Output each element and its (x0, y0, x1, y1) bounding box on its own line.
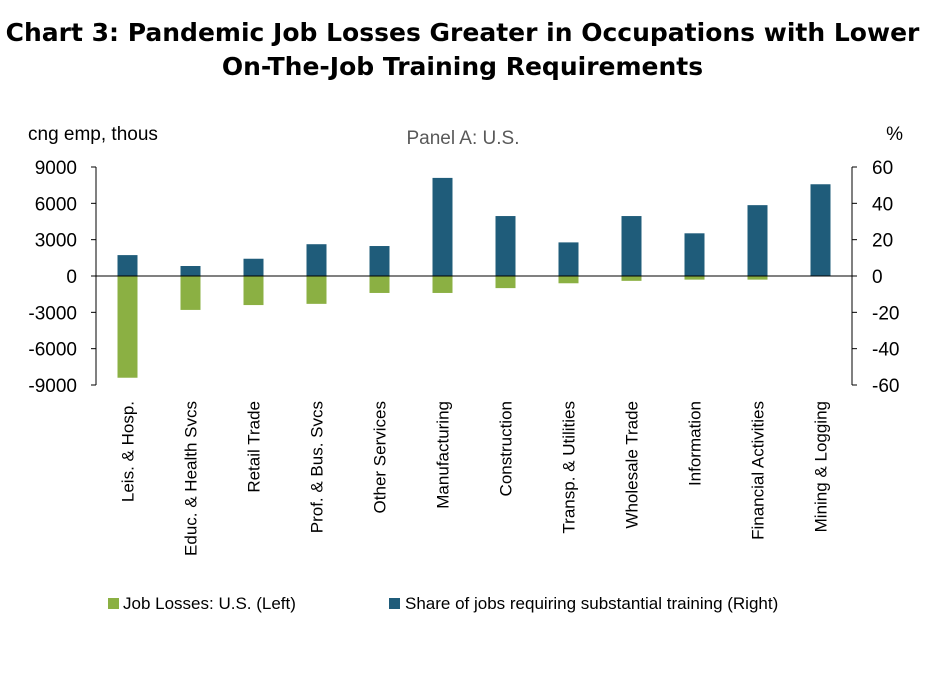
bar-job-losses (684, 276, 705, 280)
right-tick-label: 60 (872, 158, 893, 179)
bar-job-losses (243, 276, 264, 306)
category-label: Other Services (371, 401, 390, 513)
right-tick-label: 0 (872, 267, 883, 288)
bar-job-losses (558, 276, 579, 284)
category-label: Leis. & Hosp. (119, 401, 138, 502)
bar-training-share (558, 242, 579, 276)
category-label: Wholesale Trade (623, 401, 642, 529)
legend-swatch-job-losses (108, 598, 119, 609)
legend-label-job-losses: Job Losses: U.S. (Left) (123, 594, 296, 613)
left-axis-label: cng emp, thous (28, 124, 158, 145)
right-tick-label: -60 (872, 376, 899, 397)
right-tick-label: 40 (872, 194, 893, 215)
bar-training-share (747, 205, 768, 276)
left-tick-label: 6000 (35, 194, 77, 215)
category-label: Mining & Logging (812, 401, 831, 532)
right-tick-label: 20 (872, 231, 893, 252)
bar-training-share (369, 246, 390, 276)
category-label: Manufacturing (434, 401, 453, 509)
bar-job-losses (180, 276, 201, 310)
left-tick-label: -9000 (28, 376, 77, 397)
category-label: Financial Activities (749, 401, 768, 540)
bar-training-share (495, 216, 516, 276)
legend-swatch-training-share (389, 598, 400, 609)
left-tick-label: 9000 (35, 158, 77, 179)
bar-training-share (432, 177, 453, 276)
category-label: Retail Trade (245, 401, 264, 493)
bar-job-losses (117, 276, 138, 378)
category-label: Educ. & Health Svcs (182, 401, 201, 556)
bar-training-share (243, 258, 264, 276)
legend-label-training-share: Share of jobs requiring substantial trai… (405, 594, 778, 613)
category-label: Information (686, 401, 705, 486)
chart-title-line-2: On-The-Job Training Requirements (221, 52, 704, 81)
right-tick-label: -40 (872, 340, 899, 361)
category-label: Construction (497, 401, 516, 496)
right-tick-label: -20 (872, 303, 899, 324)
axes-layer: Leis. & Hosp. Educ. & Health Svcs Retail T… (28, 158, 899, 556)
bar-job-losses (747, 276, 768, 280)
category-label: Prof. & Bus. Svcs (308, 401, 327, 533)
right-axis-label: % (886, 124, 903, 145)
bar-job-losses (369, 276, 390, 293)
left-tick-label: 3000 (35, 231, 77, 252)
bar-training-share (621, 216, 642, 276)
left-tick-label: -3000 (28, 303, 77, 324)
left-tick-label: -6000 (28, 340, 77, 361)
bar-job-losses (495, 276, 516, 289)
panel-label: Panel A: U.S. (406, 128, 519, 149)
category-label: Transp. & Utilities (560, 401, 579, 534)
bar-training-share (684, 233, 705, 276)
bar-training-share (810, 184, 831, 276)
bar-training-share (180, 266, 201, 276)
left-tick-label: 0 (66, 267, 77, 288)
legend: Job Losses: U.S. (Left) Share of jobs req… (108, 594, 778, 613)
bar-job-losses (306, 276, 327, 304)
bar-job-losses (621, 276, 642, 281)
bar-training-share (117, 255, 138, 276)
bar-job-losses (432, 276, 453, 293)
chart-title-line-1: Chart 3: Pandemic Job Losses Greater in … (5, 18, 920, 47)
chart-title: Chart 3: Pandemic Job Losses Greater in … (0, 16, 925, 84)
bar-training-share (306, 244, 327, 276)
bars-layer (117, 177, 831, 378)
